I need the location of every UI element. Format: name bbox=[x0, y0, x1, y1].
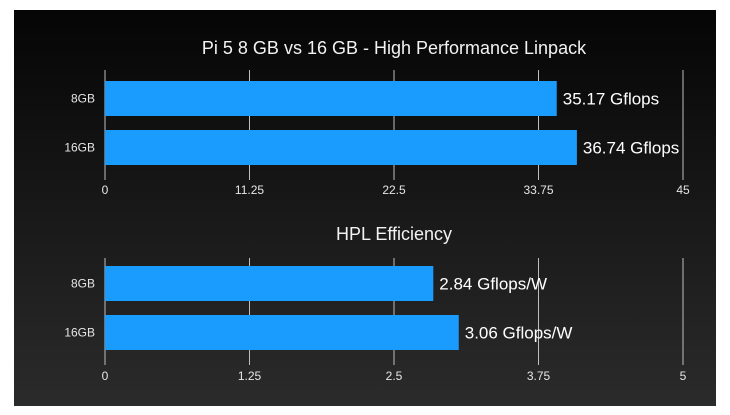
chart-1-data-label: 35.17 Gflops bbox=[563, 90, 659, 109]
chart-2-bar-8gb bbox=[105, 266, 434, 301]
chart-2-tick-label: 5 bbox=[680, 369, 687, 383]
chart-1-tick-label: 0 bbox=[102, 183, 109, 197]
chart-panel: Pi 5 8 GB vs 16 GB - High Performance Li… bbox=[14, 10, 716, 406]
charts-svg: Pi 5 8 GB vs 16 GB - High Performance Li… bbox=[64, 38, 690, 383]
chart-2-tick-label: 2.5 bbox=[386, 369, 403, 383]
chart-1-title: Pi 5 8 GB vs 16 GB - High Performance Li… bbox=[202, 38, 587, 58]
chart-2-tick-label: 3.75 bbox=[527, 369, 551, 383]
chart-2-data-label: 2.84 Gflops/W bbox=[439, 275, 547, 294]
chart-2-tick-label: 1.25 bbox=[238, 369, 262, 383]
chart-2-data-label: 3.06 Gflops/W bbox=[465, 324, 573, 343]
chart-2-tick-label: 0 bbox=[102, 369, 109, 383]
chart-2-bar-16gb bbox=[105, 315, 459, 350]
chart-2-title: HPL Efficiency bbox=[336, 224, 452, 244]
chart-1-tick-label: 11.25 bbox=[235, 183, 264, 197]
chart-2-category-label: 8GB bbox=[71, 277, 95, 291]
chart-1-category-label: 8GB bbox=[71, 92, 95, 106]
chart-2-category-label: 16GB bbox=[64, 326, 95, 340]
chart-1-tick-label: 22.5 bbox=[382, 183, 406, 197]
chart-1-tick-label: 45 bbox=[676, 183, 690, 197]
chart-1-data-label: 36.74 Gflops bbox=[583, 139, 679, 158]
chart-1-category-label: 16GB bbox=[64, 141, 95, 155]
chart-1-tick-label: 33.75 bbox=[523, 183, 553, 197]
chart-1-bar-16gb bbox=[105, 130, 577, 165]
chart-1-bar-8gb bbox=[105, 81, 557, 116]
